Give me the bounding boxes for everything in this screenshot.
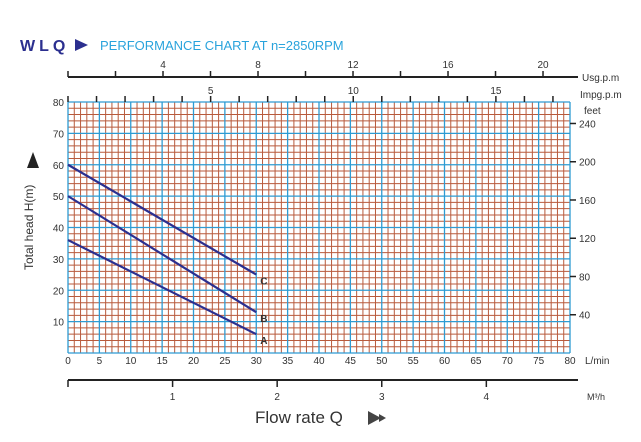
y-tick-label: 40 <box>53 224 65 235</box>
feet-tick-label: 120 <box>579 234 596 245</box>
x-tick-label: 20 <box>188 356 200 367</box>
x-tick-label: 65 <box>470 356 482 367</box>
x-unit-label: L/min <box>585 356 609 367</box>
brand-arrow-icon <box>75 39 88 51</box>
usgpm-tick-label: 16 <box>442 60 454 71</box>
m3h-tick-label: 3 <box>379 392 385 403</box>
x-tick-label: 70 <box>502 356 514 367</box>
y-tick-label: 10 <box>53 318 65 329</box>
x-tick-label: 0 <box>65 356 71 367</box>
x-tick-label: 35 <box>282 356 294 367</box>
x-tick-label: 60 <box>439 356 451 367</box>
impgpm-tick-label: 5 <box>208 86 214 97</box>
feet-tick-label: 200 <box>579 158 596 169</box>
impgpm-unit-label: Impg.p.m <box>580 90 622 101</box>
x-tick-label: 40 <box>313 356 325 367</box>
flow-arrow-icon <box>368 411 386 425</box>
m3h-tick-label: 2 <box>274 392 280 403</box>
x-tick-label: 10 <box>125 356 137 367</box>
y-axis-arrow-icon <box>27 152 39 168</box>
x-axis-label: Flow rate Q <box>255 408 343 427</box>
x-tick-label: 50 <box>376 356 388 367</box>
m3h-tick-label: 1 <box>170 392 176 403</box>
x-tick-label: 30 <box>251 356 263 367</box>
curve-c <box>67 163 257 276</box>
y-tick-label: 30 <box>53 255 65 266</box>
x-tick-label: 80 <box>564 356 576 367</box>
y-tick-label: 80 <box>53 98 65 109</box>
m3h-unit-label: M³/h <box>587 392 605 402</box>
y-tick-label: 20 <box>53 286 65 297</box>
feet-tick-label: 240 <box>579 119 596 130</box>
usgpm-unit-label: Usg.p.m <box>582 73 619 84</box>
usgpm-tick-label: 4 <box>160 60 166 71</box>
feet-unit-label: feet <box>584 106 601 117</box>
y-tick-label: 60 <box>53 161 65 172</box>
x-tick-label: 45 <box>345 356 357 367</box>
curve-label-c: C <box>260 277 267 288</box>
curve-label-b: B <box>260 314 267 325</box>
x-tick-label: 5 <box>97 356 103 367</box>
feet-tick-label: 80 <box>579 272 591 283</box>
curve-b <box>67 195 257 314</box>
usgpm-tick-label: 8 <box>255 60 261 71</box>
y-tick-label: 70 <box>53 129 65 140</box>
x-tick-label: 55 <box>408 356 420 367</box>
x-tick-label: 15 <box>157 356 169 367</box>
y-tick-label: 50 <box>53 192 65 203</box>
y-axis-label: Total head H(m) <box>22 185 36 270</box>
curve-label-a: A <box>260 336 267 347</box>
feet-tick-label: 160 <box>579 196 596 207</box>
usgpm-tick-label: 20 <box>537 60 549 71</box>
m3h-tick-label: 4 <box>484 392 490 403</box>
curve-a <box>67 239 257 336</box>
x-tick-label: 25 <box>219 356 231 367</box>
x-tick-label: 75 <box>533 356 545 367</box>
brand-logo: WLQ <box>20 38 69 55</box>
feet-tick-label: 40 <box>579 311 591 322</box>
chart-title: PERFORMANCE CHART AT n=2850RPM <box>100 38 344 53</box>
impgpm-tick-label: 15 <box>490 86 502 97</box>
impgpm-tick-label: 10 <box>348 86 360 97</box>
usgpm-tick-label: 12 <box>347 60 359 71</box>
